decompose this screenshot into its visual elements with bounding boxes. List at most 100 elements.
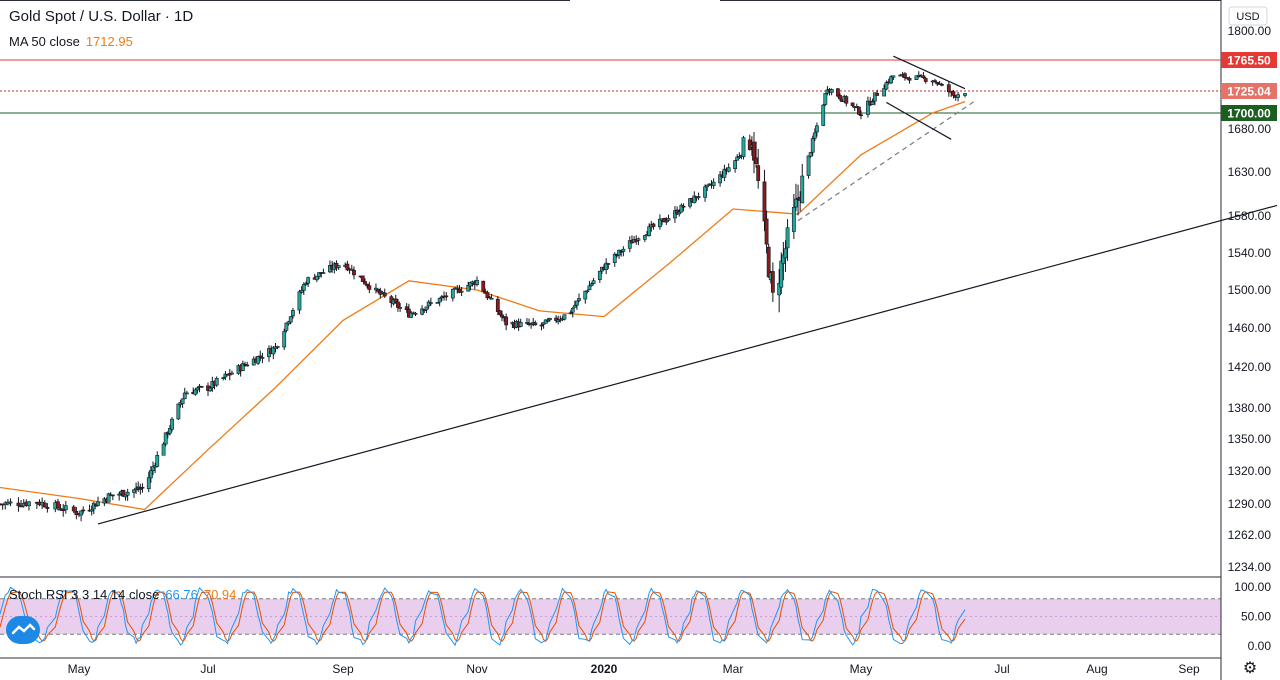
candle (935, 81, 940, 87)
trendline-2[interactable] (893, 55, 966, 90)
candle (146, 471, 151, 493)
candle (81, 506, 86, 514)
candle (562, 314, 567, 321)
candle (304, 281, 308, 286)
candle (875, 89, 880, 96)
ma50-line (0, 100, 966, 511)
candle (258, 350, 263, 362)
time-tick-label: Jul (200, 662, 215, 676)
candle (288, 316, 293, 325)
candle (398, 303, 403, 312)
candle (823, 92, 828, 106)
candle (662, 217, 667, 223)
candle (140, 483, 145, 493)
candle (651, 222, 656, 230)
tradingview-logo-icon[interactable] (6, 616, 40, 644)
candle (756, 149, 761, 189)
candle (806, 155, 811, 179)
candle (815, 122, 819, 137)
candle (352, 266, 356, 280)
gear-icon[interactable]: ⚙ (1242, 660, 1258, 677)
stoch-k-value: 66.76 (165, 587, 198, 602)
candle (914, 75, 919, 80)
candle (583, 290, 588, 304)
candle (489, 293, 494, 300)
candle (946, 81, 951, 97)
candle (420, 305, 424, 316)
currency-badge[interactable] (1228, 6, 1268, 26)
time-axis[interactable]: May Jul Sep Nov 2020 Mar May Jul Aug Sep (68, 662, 1200, 676)
chart-title[interactable]: Gold Spot / U.S. Dollar · 1D (9, 8, 194, 25)
horizontal-levels[interactable] (0, 59, 1221, 114)
candle (155, 451, 160, 468)
price-tick-label: 1420.00 (1228, 360, 1272, 374)
candle (282, 328, 287, 350)
candle (575, 300, 579, 310)
candle (940, 82, 944, 87)
trendline-0[interactable] (97, 204, 1278, 525)
price-badges: 1765.50 1725.04 1700.00 (1221, 52, 1277, 121)
trendlines[interactable] (97, 55, 1278, 525)
price-tick-label: 1680.00 (1228, 122, 1272, 136)
candle (604, 258, 609, 275)
time-tick-label: Sep (1178, 662, 1200, 676)
stoch-legend[interactable]: Stoch RSI 3 3 14 14 close 66.76 70.94 (9, 587, 236, 602)
candle (696, 192, 701, 201)
price-tick-label: 1290.00 (1228, 497, 1272, 511)
candle (533, 320, 538, 326)
candle (836, 87, 840, 98)
currency-label: USD (1236, 11, 1259, 23)
candle (606, 262, 611, 269)
candle (195, 386, 200, 394)
candle (666, 214, 671, 222)
candle (16, 497, 21, 512)
candle (136, 481, 141, 492)
candle (123, 494, 128, 501)
candle (838, 93, 842, 101)
time-tick-label: Aug (1086, 662, 1107, 676)
stoch-tick-label: 50.00 (1241, 610, 1271, 624)
candle (905, 77, 910, 80)
candle (518, 318, 523, 328)
candle (859, 110, 863, 120)
candle (409, 310, 413, 319)
candle (299, 286, 304, 294)
ma-legend[interactable]: MA 50 close 1712.95 (9, 34, 133, 49)
candle (396, 298, 400, 312)
candle (367, 282, 372, 294)
candle (435, 302, 440, 304)
candle (180, 398, 185, 408)
candle (125, 488, 130, 501)
candle (903, 72, 907, 81)
candle (884, 80, 889, 91)
ma50-polyline (0, 100, 966, 511)
stoch-band (0, 598, 1221, 635)
candle (275, 345, 280, 350)
candle (256, 355, 260, 365)
candle (857, 106, 861, 116)
candle (570, 306, 575, 318)
candle (182, 387, 187, 400)
candle (149, 466, 153, 483)
candle (692, 191, 697, 204)
price-badge-last_price (1221, 83, 1277, 99)
candle (71, 504, 76, 514)
candle (577, 293, 581, 303)
candle (382, 288, 387, 298)
candle (110, 494, 115, 501)
price-tick-label: 1500.00 (1228, 283, 1272, 297)
candle (214, 376, 219, 387)
candle (271, 346, 276, 360)
candle (889, 75, 893, 85)
candle (762, 169, 767, 232)
candle (306, 276, 311, 288)
candle (547, 317, 552, 322)
trendline-3[interactable] (886, 101, 952, 140)
candle (79, 510, 84, 522)
candle (718, 170, 723, 187)
candle (345, 260, 350, 272)
candle (321, 268, 326, 274)
candle (19, 500, 23, 508)
